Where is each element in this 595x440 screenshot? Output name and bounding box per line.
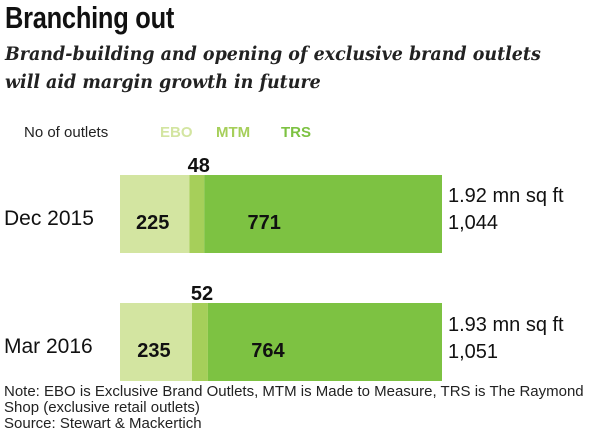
value-label-trs-dec-2015: 771 — [248, 212, 281, 234]
bar-mtm-dec-2015 — [189, 175, 205, 253]
chart-title: Branching out — [5, 0, 175, 35]
total-mar-2016: 1,051 — [448, 341, 499, 363]
bar-ebo-dec-2015 — [120, 175, 190, 253]
area-mar-2016: 1.93 mn sq ft — [448, 314, 564, 336]
value-label-mtm-dec-2015: 48 — [188, 155, 210, 177]
legend-item-mtm: MTM — [216, 124, 251, 141]
bar-trs-dec-2015 — [204, 175, 442, 253]
value-label-trs-mar-2016: 764 — [251, 340, 285, 362]
bar-mtm-mar-2016 — [191, 303, 208, 381]
legend-title: No of outlets — [24, 124, 109, 141]
chart-subtitle: Brand-building and opening of exclusive … — [5, 43, 541, 93]
note-text: Note: EBO is Exclusive Brand Outlets, MT… — [4, 383, 584, 416]
legend-item-ebo: EBO — [160, 124, 193, 141]
area-dec-2015: 1.92 mn sq ft — [448, 185, 564, 207]
value-label-mtm-mar-2016: 52 — [191, 283, 213, 305]
total-dec-2015: 1,044 — [448, 212, 499, 234]
legend-item-trs: TRS — [281, 124, 311, 141]
category-label-dec-2015: Dec 2015 — [4, 207, 94, 230]
chart-note: Note: EBO is Exclusive Brand Outlets, MT… — [4, 384, 594, 432]
value-label-ebo-dec-2015: 225 — [136, 212, 169, 234]
bar-trs-mar-2016 — [207, 303, 442, 381]
source-text: Source: Stewart & Mackertich — [4, 415, 202, 432]
value-label-ebo-mar-2016: 235 — [137, 340, 170, 362]
category-label-mar-2016: Mar 2016 — [4, 335, 93, 358]
bar-ebo-mar-2016 — [120, 303, 192, 381]
